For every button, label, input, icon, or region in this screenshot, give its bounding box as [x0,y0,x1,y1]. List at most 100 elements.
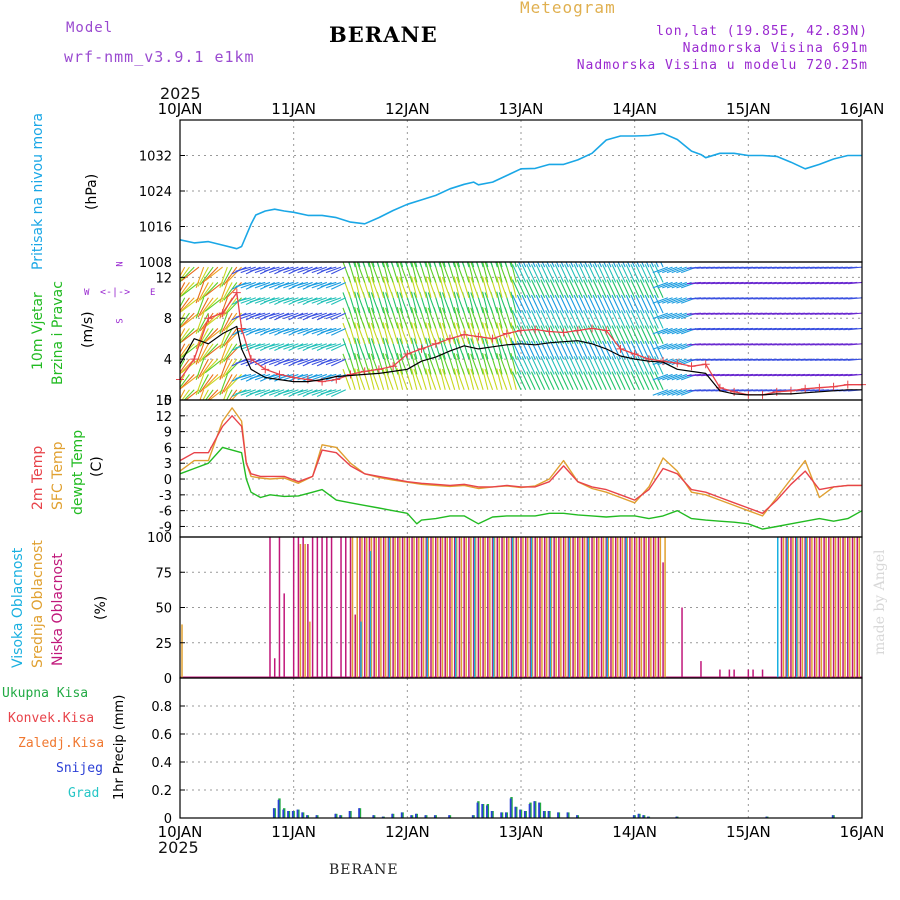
wind-barb [439,368,446,390]
wind-barb [470,292,479,314]
wind-barb [466,262,470,268]
wind-barb [597,294,607,314]
temp-dewpt-line [179,446,863,530]
x-tick-label-top: 13JAN [499,100,544,118]
wind-barb [441,292,451,314]
wind-barb [358,262,361,268]
wind-barb [848,281,862,285]
x-tick-label-bottom: 11JAN [271,823,316,841]
wind-barb [611,264,621,283]
wind-barb [325,389,342,396]
wind-barb [666,343,683,350]
wind-barb [481,352,489,375]
wind-barb [611,279,621,299]
wind-barb [662,373,678,381]
wind-gust-marker [445,334,454,343]
wind-barb [425,337,432,360]
wind-barb [649,310,659,329]
wind-barb [592,264,603,283]
wind-barb [199,358,214,378]
wind-barb [584,262,588,268]
wind-barb [223,343,238,362]
wind-barb [370,338,380,360]
wind-barb [644,310,655,329]
wind-barb [181,297,200,312]
wind-barb [568,279,579,299]
wind-barb [331,358,346,367]
wind-barb [197,312,209,333]
wind-barb [662,312,678,320]
wind-barb [181,282,200,297]
wind-barb [456,368,465,390]
x-tick-label-top: 10JAN [158,100,203,118]
wind-barb [425,276,432,298]
wind-barb [559,294,569,314]
wind-barb [411,262,418,283]
precip-total-bar [472,815,475,818]
wind-barb [484,262,494,283]
wind-barb [278,297,294,303]
wind-barb [356,322,366,344]
wind-barb [578,325,588,345]
wind-barb [583,340,593,360]
temp-label-sfc: SFC Temp [50,441,66,510]
wind-barb [598,262,603,268]
wind-barb [240,297,256,304]
wind-barb [385,322,394,344]
wind-barb [311,389,328,396]
wind-barb [382,352,389,375]
cloud-label-low: Niska Oblacnost [50,553,66,666]
wind-speed-line [179,325,862,396]
wind-gust-marker [602,326,611,335]
wind-barb [223,312,238,332]
wind-barb [439,276,446,298]
wind-barb [427,276,437,298]
wind-barb [630,294,640,314]
wind-barb [662,327,678,335]
wind-barb [650,262,655,268]
wind-barb [221,343,233,364]
wind-barb [235,373,252,380]
precip-snow-bar [486,805,488,818]
wind-barb [649,340,659,360]
precip-total-bar [576,815,580,818]
y-tick-label: 1024 [139,185,172,200]
wind-barb [649,279,659,299]
wind-barb [521,371,531,391]
wind-barb [512,264,522,283]
wind-barb [510,352,517,375]
wind-barb [370,353,380,375]
wind-barb [240,312,256,320]
wind-barb [180,297,181,300]
wind-barb [331,327,346,336]
wind-barb [249,373,266,380]
wind-barb [311,343,328,350]
wind-barb [221,282,233,303]
wind-barb [522,262,527,268]
wind-barb [516,356,527,375]
wind-barb [278,327,294,334]
wind-barb [570,262,574,268]
wind-barb [221,374,233,395]
wind-barb [597,356,607,375]
wind-barb [180,374,190,389]
wind-barb [370,307,380,329]
wind-barb [292,297,309,303]
compass-arrows: <-|-> [100,287,131,298]
wind-barb [486,262,489,268]
wind-barb [425,322,432,344]
y-tick-label: 15 [155,394,172,409]
wind-barb [606,356,617,375]
wind-barb [630,264,640,283]
wind-barb [180,266,195,283]
wind-barb [331,281,346,290]
compass-n: N [115,261,126,267]
wind-barb [639,325,650,345]
wind-barb [848,358,862,361]
wind-barb [644,340,655,360]
wind-barb [306,327,323,334]
wind-barb [526,294,536,314]
wind-barb [555,262,560,268]
wind-barb [221,312,233,333]
wind-barb [644,264,655,283]
